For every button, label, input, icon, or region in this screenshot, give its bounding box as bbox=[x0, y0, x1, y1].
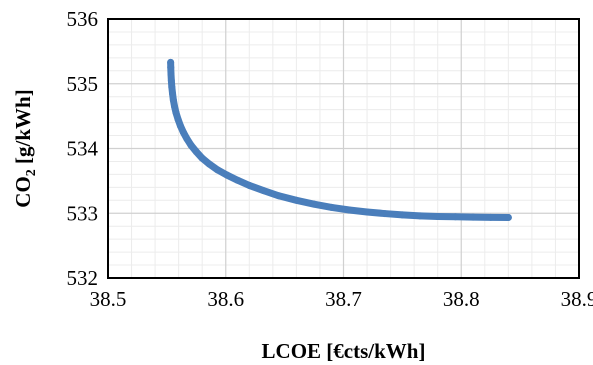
data-point bbox=[187, 141, 195, 149]
data-point bbox=[292, 196, 300, 204]
data-point bbox=[169, 89, 177, 97]
data-point bbox=[259, 187, 267, 195]
x-tick-label: 38.9 bbox=[561, 287, 593, 311]
data-point bbox=[183, 135, 191, 143]
x-tick-label: 38.7 bbox=[325, 287, 362, 311]
data-point bbox=[381, 210, 389, 218]
data-point bbox=[205, 160, 213, 168]
y-tick-label: 534 bbox=[67, 137, 99, 161]
y-axis-title-subscript: 2 bbox=[24, 169, 39, 176]
data-point bbox=[167, 77, 175, 85]
y-tick-label: 535 bbox=[67, 72, 99, 96]
data-point bbox=[345, 206, 353, 214]
data-series bbox=[167, 58, 512, 221]
data-point bbox=[504, 213, 512, 221]
y-axis-title-main: CO bbox=[11, 176, 35, 208]
y-axis-title: CO2 [g/kWh] bbox=[11, 89, 39, 207]
data-point bbox=[245, 181, 253, 189]
x-tick-label: 38.5 bbox=[90, 287, 127, 311]
data-point bbox=[275, 192, 283, 200]
data-point bbox=[192, 148, 200, 156]
x-axis-title: LCOE [€cts/kWh] bbox=[262, 339, 426, 363]
data-point bbox=[167, 70, 175, 78]
data-point bbox=[328, 203, 336, 211]
data-point bbox=[487, 213, 495, 221]
y-tick-label: 536 bbox=[67, 7, 99, 31]
data-point bbox=[416, 212, 424, 220]
data-point bbox=[171, 102, 179, 110]
series-curve bbox=[167, 58, 512, 221]
data-point bbox=[167, 58, 175, 66]
data-point bbox=[174, 115, 182, 123]
data-point bbox=[169, 96, 177, 104]
y-axis-tick-labels: 532 533 534 535 536 bbox=[67, 7, 99, 290]
data-point bbox=[310, 200, 318, 208]
data-point bbox=[176, 122, 184, 130]
data-point bbox=[168, 83, 176, 91]
data-point bbox=[179, 128, 187, 136]
y-axis-title-rest: [g/kWh] bbox=[11, 89, 35, 169]
x-tick-label: 38.6 bbox=[207, 287, 244, 311]
plot-area-frame bbox=[107, 18, 580, 279]
data-point bbox=[172, 109, 180, 117]
data-point bbox=[234, 176, 242, 184]
y-tick-label: 533 bbox=[67, 201, 99, 225]
data-point bbox=[363, 208, 371, 216]
data-point bbox=[223, 171, 231, 179]
data-point bbox=[469, 213, 477, 221]
data-point bbox=[198, 154, 206, 162]
y-tick-label: 532 bbox=[67, 266, 99, 290]
data-point bbox=[451, 213, 459, 221]
data-point bbox=[167, 64, 175, 72]
x-axis-tick-labels: 38.5 38.6 38.7 38.8 38.9 bbox=[90, 287, 593, 311]
data-point bbox=[214, 166, 222, 174]
x-tick-label: 38.8 bbox=[443, 287, 480, 311]
data-point bbox=[398, 211, 406, 219]
data-point bbox=[434, 212, 442, 220]
